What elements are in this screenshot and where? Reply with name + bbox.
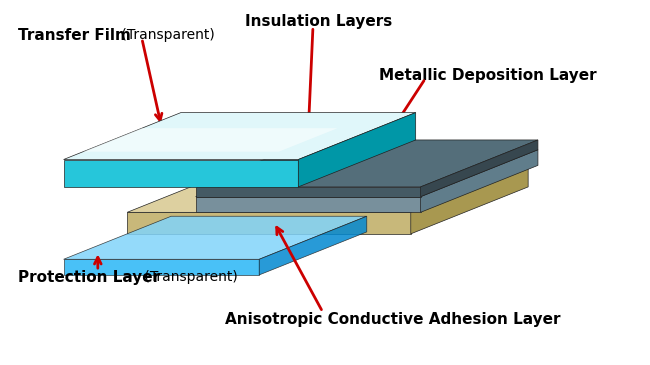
Polygon shape [83,128,337,152]
Text: (Transparent): (Transparent) [140,270,238,284]
Text: Transfer Film: Transfer Film [18,28,131,43]
Text: (Transparent): (Transparent) [118,28,215,42]
Polygon shape [259,216,367,275]
Polygon shape [64,112,416,160]
Polygon shape [196,150,538,197]
Polygon shape [64,216,367,259]
Polygon shape [421,150,538,212]
Text: Insulation Layers: Insulation Layers [244,14,392,29]
Polygon shape [298,112,416,187]
Polygon shape [411,165,528,234]
Polygon shape [127,165,528,212]
Polygon shape [64,160,298,187]
Polygon shape [196,140,538,187]
Polygon shape [196,197,421,212]
Polygon shape [64,259,259,275]
Polygon shape [421,140,538,197]
Polygon shape [196,187,421,197]
Polygon shape [127,212,411,234]
Text: Metallic Deposition Layer: Metallic Deposition Layer [380,68,597,82]
Text: Protection Layer: Protection Layer [18,270,160,285]
Text: Anisotropic Conductive Adhesion Layer: Anisotropic Conductive Adhesion Layer [225,312,560,327]
